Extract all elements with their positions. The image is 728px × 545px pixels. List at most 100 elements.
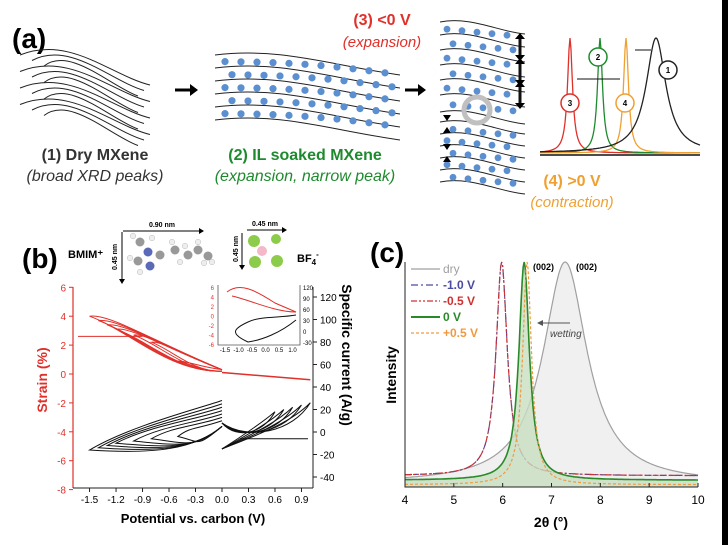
expand-arrow-head-icon xyxy=(515,33,525,61)
inset-x-tick: 0.5 xyxy=(275,348,284,354)
atom xyxy=(135,237,145,247)
ion xyxy=(449,40,457,48)
ion xyxy=(333,115,341,123)
strain-loop xyxy=(98,319,223,372)
strain-loop xyxy=(107,324,223,372)
ion xyxy=(244,71,252,79)
hydrogen-atom xyxy=(208,258,216,266)
ion xyxy=(381,69,389,77)
mxene-sheet xyxy=(214,104,401,128)
strain-positive-branch xyxy=(221,371,311,381)
ion xyxy=(479,73,487,81)
ion xyxy=(349,65,357,73)
step4-subtitle: (contraction) xyxy=(530,194,613,211)
peak-marker xyxy=(560,93,580,113)
ion xyxy=(464,71,472,79)
current-tick-label: 100 xyxy=(320,316,337,327)
mxene-sheet xyxy=(439,20,526,35)
ion xyxy=(260,71,268,79)
ion xyxy=(479,43,487,51)
hydrogen-atom xyxy=(129,232,137,240)
hydrogen-atom xyxy=(126,254,134,262)
mxene-sheet xyxy=(19,65,151,102)
anion-height-label: 0.45 nm xyxy=(233,236,240,262)
inset-current-tick: 120 xyxy=(303,286,314,292)
current-loop xyxy=(149,416,223,444)
ion xyxy=(443,84,451,92)
ion xyxy=(494,154,502,162)
ion xyxy=(244,97,252,105)
ion xyxy=(324,101,332,109)
inset-current-tick: 90 xyxy=(303,297,310,303)
inset-x-tick: -1.0 xyxy=(233,348,244,354)
arrow-head-icon xyxy=(418,84,426,96)
peak-1 xyxy=(540,37,701,153)
mxene-sheet xyxy=(31,71,145,108)
ion xyxy=(356,105,364,113)
step2-title: (2) IL soaked MXene xyxy=(228,147,382,164)
current-tick-label: -20 xyxy=(320,451,335,462)
cation-width-label: 0.90 nm xyxy=(149,222,175,229)
ion xyxy=(356,79,364,87)
il-soaked-mxene xyxy=(214,52,401,141)
ion xyxy=(503,60,511,68)
ion xyxy=(308,74,316,82)
mxene-sheet xyxy=(31,54,145,91)
panel-a-label: (a) xyxy=(12,23,46,54)
ion xyxy=(365,93,373,101)
current-loop xyxy=(176,420,223,443)
x-tick-label: 0.0 xyxy=(215,495,229,506)
ion xyxy=(488,141,496,149)
ion xyxy=(276,98,284,106)
ion xyxy=(494,105,502,113)
x-tick-label: 0.6 xyxy=(268,495,282,506)
ion xyxy=(333,63,341,71)
ion xyxy=(221,110,229,118)
ion xyxy=(269,59,277,67)
atom xyxy=(193,245,203,255)
current-tick-label: -40 xyxy=(320,473,335,484)
inset-strain-tick: -6 xyxy=(209,343,215,349)
ion xyxy=(503,31,511,39)
atom xyxy=(203,251,213,261)
ion xyxy=(494,44,502,52)
ion xyxy=(388,109,396,117)
expand-arrow-head-icon xyxy=(515,81,525,109)
ion xyxy=(317,61,325,70)
x-tick-label: -1.5 xyxy=(81,495,99,506)
ion xyxy=(488,59,496,67)
ion xyxy=(372,81,380,89)
peak-marker xyxy=(615,93,635,113)
x-tick-label: 9 xyxy=(646,493,653,507)
mxene-sheet xyxy=(439,168,526,183)
mxene-sheet xyxy=(214,52,401,76)
ion xyxy=(301,86,309,94)
mxene-sheet xyxy=(439,48,526,63)
strain-tick-label: -6 xyxy=(57,457,66,468)
cation-height-label: 0.45 nm xyxy=(112,244,119,270)
ion xyxy=(349,117,357,125)
ion xyxy=(479,152,487,160)
x-tick-label: 6 xyxy=(499,493,506,507)
inset-strain-loop xyxy=(226,287,297,313)
inset-chart: 6 4 2 0 -2 -4 -6 120 90 60 30 0 -30 -1.5 -1.0 -0.5 0.0 0.… xyxy=(209,285,314,354)
ion xyxy=(473,28,481,36)
hydrogen-atom xyxy=(136,268,144,276)
ion xyxy=(458,27,466,35)
arrow-head-icon xyxy=(190,84,198,96)
ion xyxy=(253,84,261,92)
ion xyxy=(488,165,496,173)
peak-marker-label: 2 xyxy=(596,53,601,62)
current-tick-label: 60 xyxy=(320,361,332,372)
ion xyxy=(221,84,229,92)
step2-subtitle: (expansion, narrow peak) xyxy=(215,168,396,185)
ion xyxy=(503,143,511,151)
mxene-sheet xyxy=(43,109,139,146)
legend-label: dry xyxy=(443,262,460,276)
ion xyxy=(221,58,229,66)
mxene-sheet xyxy=(43,93,139,130)
dry-mxene-sheets xyxy=(19,49,151,146)
inset-strain-tick: 2 xyxy=(211,305,215,311)
ion xyxy=(488,30,496,38)
mxene-sheet xyxy=(439,110,526,125)
